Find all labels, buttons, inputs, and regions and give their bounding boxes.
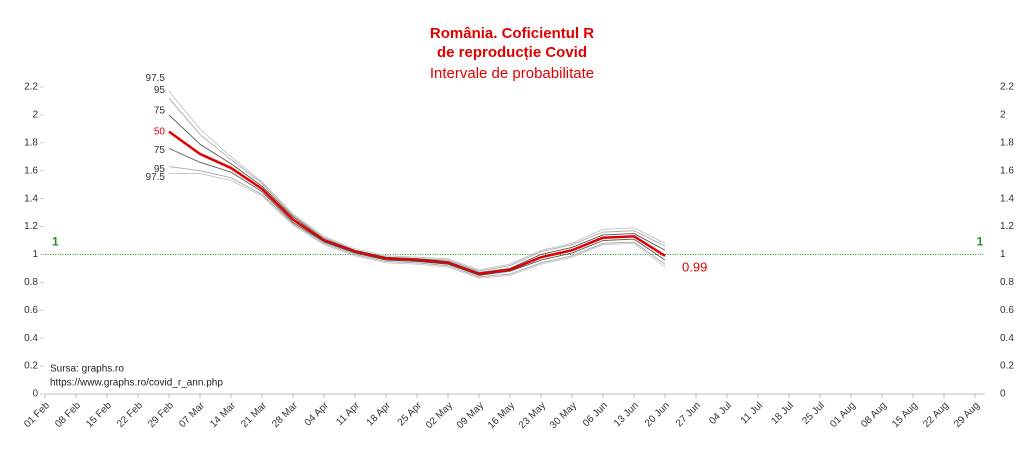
y-tick-label: 0 — [32, 389, 38, 400]
y2-tick-label: 1.8 — [1000, 137, 1014, 148]
y-tick-label: 1 — [32, 249, 38, 260]
y-tick-label: 0.6 — [24, 305, 38, 316]
x-tick-label: 15 Feb — [84, 400, 114, 430]
series-line — [168, 166, 666, 278]
series-line — [168, 114, 666, 274]
series-line — [168, 147, 666, 276]
x-tick-label: 29 Feb — [146, 400, 176, 430]
series-line — [168, 90, 666, 271]
x-tick-label: 21 Mar — [239, 400, 269, 430]
x-tick-label: 16 May — [486, 400, 517, 431]
x-tick-label: 20 Jun — [643, 400, 672, 429]
x-tick-label: 25 Apr — [396, 400, 425, 429]
x-tick-label: 22 Aug — [921, 400, 951, 430]
y2-tick-label: 1.2 — [1000, 221, 1014, 232]
series-label: 95 — [154, 164, 166, 175]
x-tick-label: 13 Jun — [612, 400, 641, 429]
source-url: https://www.graphs.ro/covid_r_ann.php — [50, 378, 223, 389]
y2-tick-label: 0.6 — [1000, 305, 1014, 316]
y-tick-label: 1.8 — [24, 137, 38, 148]
y2-tick-label: 1.4 — [1000, 193, 1014, 204]
x-tick-label: 15 Aug — [890, 400, 920, 430]
series-line — [169, 173, 666, 279]
x-tick-label: 27 Jun — [674, 400, 703, 429]
series-label: 50 — [154, 126, 166, 137]
series-line — [168, 130, 666, 276]
x-tick-label: 06 Jun — [581, 400, 610, 429]
x-tick-label: 25 Jul — [800, 400, 827, 427]
x-tick-label: 30 May — [548, 400, 579, 431]
x-tick-label: 08 Feb — [53, 400, 83, 430]
x-tick-label: 01 Aug — [828, 400, 858, 430]
y2-tick-label: 1.6 — [1000, 165, 1014, 176]
x-tick-label: 01 Feb — [22, 400, 52, 430]
series-label: 97.5 — [146, 73, 166, 84]
y2-tick-label: 1 — [1000, 249, 1006, 260]
x-tick-label: 28 Mar — [270, 400, 300, 430]
series-label: 95 — [154, 85, 166, 96]
reference-label: 1 — [52, 235, 59, 249]
x-tick-label: 18 Jul — [769, 400, 796, 427]
y-tick-label: 2.2 — [24, 82, 38, 93]
y-tick-label: 1.4 — [24, 193, 38, 204]
x-tick-label: 04 Jul — [707, 400, 734, 427]
x-tick-label: 14 Mar — [208, 400, 238, 430]
x-tick-label: 11 Apr — [334, 400, 362, 428]
x-tick-label: 02 May — [424, 400, 455, 431]
y-tick-label: 0.2 — [24, 361, 38, 372]
x-tick-label: 23 May — [517, 400, 548, 431]
y-tick-label: 1.2 — [24, 221, 38, 232]
series-label: 97.5 — [146, 172, 166, 183]
x-tick-label: 07 Mar — [177, 400, 207, 430]
y2-tick-label: 0 — [1000, 389, 1006, 400]
value-label: 0.99 — [682, 259, 707, 274]
y-tick-label: 1.6 — [24, 165, 38, 176]
source: Sursa: graphs.ro — [50, 364, 124, 375]
y-tick-label: 2 — [32, 110, 38, 121]
y2-tick-label: 0.8 — [1000, 277, 1014, 288]
series-label: 75 — [154, 145, 166, 156]
x-tick-label: 11 Jul — [739, 400, 765, 426]
y-tick-label: 0.4 — [24, 333, 38, 344]
chart-title: România. Coficientul R — [430, 25, 594, 42]
x-tick-label: 09 May — [455, 400, 486, 431]
chart-subtitle: Intervale de probabilitate — [430, 65, 594, 82]
y-tick-label: 0.8 — [24, 277, 38, 288]
chart-title: de reproducție Covid — [437, 44, 587, 61]
y2-tick-label: 0.2 — [1000, 361, 1014, 372]
x-tick-label: 18 Apr — [365, 400, 394, 429]
x-tick-label: 08 Aug — [859, 400, 889, 430]
y2-tick-label: 2 — [1000, 110, 1006, 121]
reference-label: 1 — [977, 235, 984, 249]
x-tick-label: 04 Apr — [303, 400, 332, 429]
y2-tick-label: 0.4 — [1000, 333, 1014, 344]
y2-tick-label: 2.2 — [1000, 82, 1014, 93]
series-label: 75 — [154, 106, 166, 117]
x-tick-label: 22 Feb — [115, 400, 145, 430]
x-tick-label: 29 Aug — [952, 400, 982, 430]
